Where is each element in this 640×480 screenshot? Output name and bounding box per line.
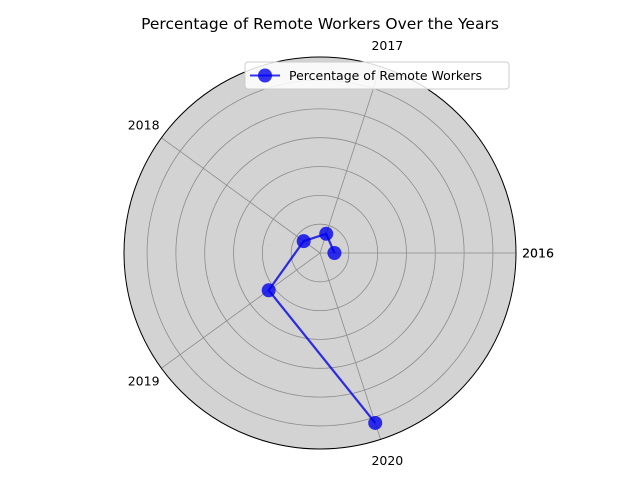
angular-tick-label: 2018 — [128, 117, 160, 132]
angular-tick-label: 2016 — [522, 246, 554, 261]
data-point — [368, 415, 383, 430]
angular-gridline — [319, 252, 381, 440]
legend-box — [244, 61, 510, 90]
angular-tick-label: 2017 — [371, 38, 403, 53]
data-point — [319, 226, 334, 241]
angular-gridline — [161, 137, 321, 254]
angular-gridline — [319, 66, 381, 254]
legend-marker-sample — [258, 68, 272, 83]
polar-frame — [123, 56, 517, 450]
angular-tick-label: 2016 — [522, 246, 554, 261]
data-point — [261, 283, 276, 298]
data-point — [296, 234, 311, 249]
angular-gridline — [161, 252, 321, 369]
chart-title: Percentage of Remote Workers Over the Ye… — [141, 15, 499, 33]
legend: Percentage of Remote Workers — [244, 61, 510, 90]
data-point — [327, 246, 342, 260]
legend-label: Percentage of Remote Workers — [289, 68, 482, 83]
angular-tick-label: 2020 — [371, 453, 403, 468]
angular-tick-label: 2019 — [128, 374, 160, 389]
